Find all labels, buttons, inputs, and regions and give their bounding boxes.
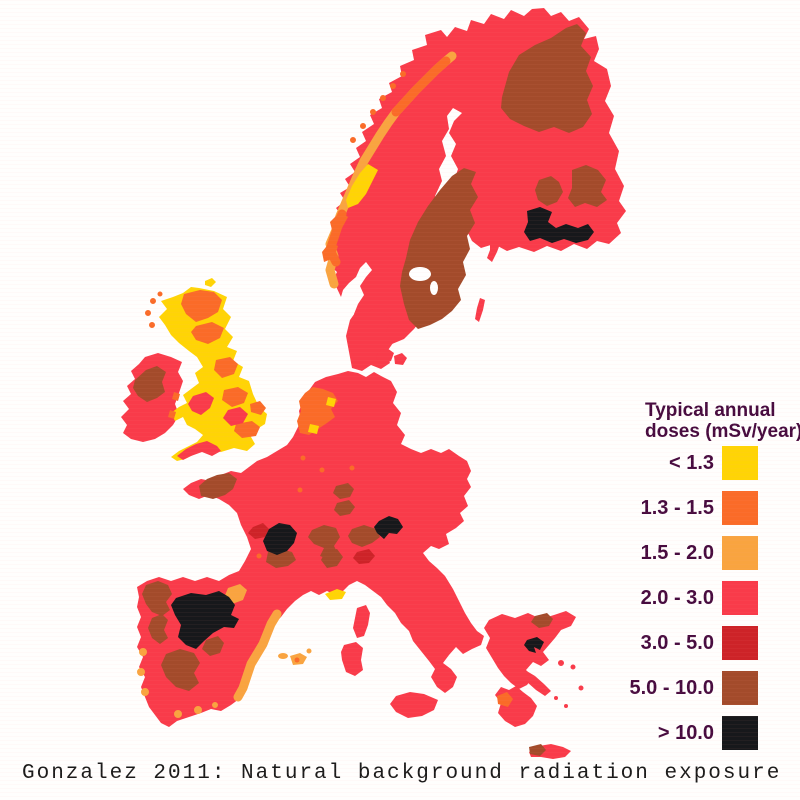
region-finland-central-brown-east <box>568 165 607 207</box>
map-legend: Typical annual doses (mSv/year) < 1.3 1.… <box>618 400 800 761</box>
region-east-england-orange <box>250 401 266 415</box>
dose-layer-5-0-10-0 <box>133 24 607 756</box>
region-cornwall-red <box>177 441 221 460</box>
dose-layer-2-0-3-0-patches <box>177 392 248 460</box>
region-norway-south-orange-2 <box>330 212 348 230</box>
region-norway-south-orange-1 <box>322 242 338 262</box>
region-portugal-north-brown <box>148 614 168 644</box>
legend-swatch <box>722 626 758 660</box>
region-sardinia <box>341 642 363 676</box>
region-peloponnese <box>495 686 537 727</box>
dose-layer-3-0-5-0 <box>248 523 375 564</box>
region-south-germany-brown-2 <box>334 500 355 516</box>
lake-vattern <box>430 281 438 295</box>
legend-title: Typical annual doses (mSv/year) <box>645 400 800 442</box>
region-gotland <box>487 239 500 262</box>
region-scotland-northwest-orange <box>181 290 222 322</box>
region-danish-islands <box>376 348 407 365</box>
region-midlands-orange <box>222 387 248 407</box>
region-massif-fringe-brown <box>266 549 296 568</box>
region-alpine-black <box>374 516 403 539</box>
region-portugal-coast-dots <box>137 648 149 696</box>
region-northwest-spain-black <box>171 591 239 649</box>
legend-item: < 1.3 <box>618 446 800 480</box>
legend-item: 1.5 - 2.0 <box>618 536 800 570</box>
region-ireland-east-dots <box>168 392 180 419</box>
legend-item: > 10.0 <box>618 716 800 750</box>
region-oland <box>475 298 485 322</box>
legend-item: 1.3 - 1.5 <box>618 491 800 525</box>
legend-label: 2.0 - 3.0 <box>640 586 714 609</box>
region-orkney <box>205 278 216 287</box>
caption: Gonzalez 2011: Natural background radiat… <box>22 762 782 785</box>
legend-item: 5.0 - 10.0 <box>618 671 800 705</box>
region-ireland-northwest-brown <box>133 366 166 402</box>
region-massif-central-black <box>263 523 297 555</box>
legend-swatch <box>722 446 758 480</box>
region-midlands-red <box>223 407 248 426</box>
legend-label: < 1.3 <box>668 451 714 474</box>
region-balearic-islands <box>278 648 312 665</box>
region-balearic-orange-dot <box>294 657 300 663</box>
region-south-germany-brown-1 <box>333 483 354 499</box>
region-south-alps-darkred <box>353 549 375 564</box>
region-hebrides <box>145 291 163 328</box>
legend-swatch <box>722 536 758 570</box>
region-central-spain-brown <box>202 636 224 656</box>
region-brittany-brown <box>199 473 237 499</box>
legend-label: 5.0 - 10.0 <box>629 676 714 699</box>
legend-swatch <box>722 581 758 615</box>
region-greece-black-spot <box>524 637 544 653</box>
dose-layer-lt-1-3-patches <box>308 164 378 600</box>
lakes-layer <box>409 267 438 295</box>
region-liguria-coast-yellow <box>325 589 346 600</box>
region-scotland-central-orange <box>191 322 224 344</box>
legend-title-line1: Typical annual <box>645 400 776 421</box>
legend-swatch <box>722 716 758 750</box>
region-euboea <box>521 670 551 696</box>
region-alps-brown-east <box>348 525 380 547</box>
region-alps-brown-south <box>321 549 343 568</box>
region-norway-coast-band-north <box>391 56 451 117</box>
region-south-spain-dots <box>174 702 218 718</box>
region-spain-east-coast-band <box>233 609 282 702</box>
dose-layer-gt-10 <box>171 207 594 653</box>
region-sicily <box>390 692 438 718</box>
legend-label: > 10.0 <box>657 721 714 744</box>
legend-title-line2: doses (mSv/year) <box>645 421 800 442</box>
legend-label: 1.3 - 1.5 <box>640 496 714 519</box>
region-lapland-brown <box>501 24 593 133</box>
region-north-greece-brown <box>531 613 553 628</box>
region-extremadura-brown <box>161 649 200 691</box>
region-netherlands-yellow-spot-2 <box>308 424 319 434</box>
legend-label: 1.5 - 2.0 <box>640 541 714 564</box>
region-south-england-orange <box>234 421 260 438</box>
region-aegean-islands <box>554 660 584 708</box>
region-netherlands-yellow-spot-1 <box>326 397 336 407</box>
region-crete-west-brown <box>529 744 546 756</box>
region-south-finland-black <box>524 207 594 243</box>
region-continental-europe <box>137 371 484 727</box>
region-norway-coast-yellow <box>346 164 378 208</box>
region-galicia-brown <box>142 581 172 616</box>
lake-vanern <box>409 267 431 281</box>
region-corsica <box>353 605 370 638</box>
region-finland-central-brown-west <box>535 176 563 206</box>
region-south-sweden-brown <box>400 168 478 329</box>
region-wales-red <box>188 392 214 415</box>
legend-swatch <box>722 491 758 525</box>
legend-item: 3.0 - 5.0 <box>618 626 800 660</box>
legend-label: 3.0 - 5.0 <box>640 631 714 654</box>
region-massif-west-darkred <box>248 523 269 539</box>
region-norway-offshore-islands <box>350 71 406 143</box>
legend-item: 2.0 - 3.0 <box>618 581 800 615</box>
legend-swatch <box>722 671 758 705</box>
region-pennines-orange <box>214 357 238 378</box>
region-west-peloponnese-orange <box>497 692 513 707</box>
